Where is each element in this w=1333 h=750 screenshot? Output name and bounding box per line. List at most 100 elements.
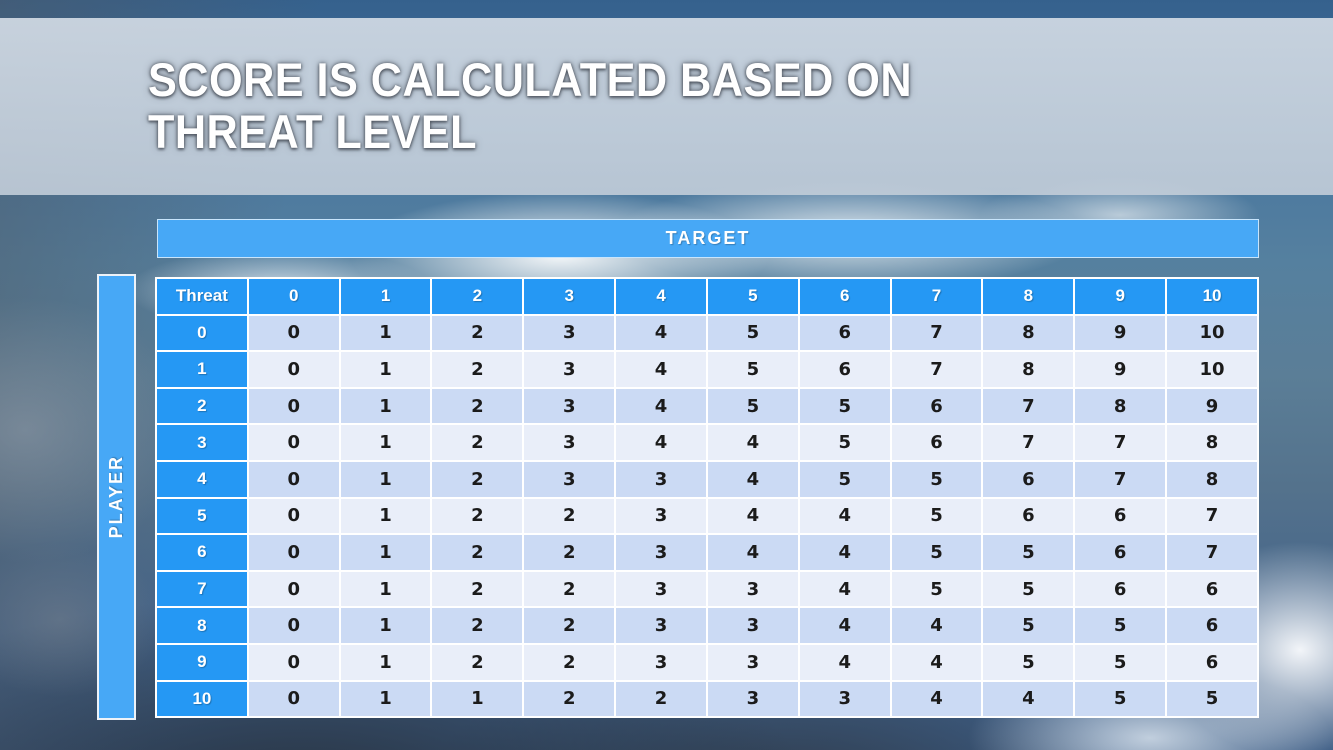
score-cell: 3 [707,571,798,607]
score-cell: 5 [707,315,798,351]
column-header-0: 0 [248,279,339,314]
row-header-0: 0 [157,315,247,351]
score-cell: 3 [616,644,706,680]
score-cell: 2 [524,644,615,680]
row-header-6: 6 [157,535,247,570]
score-cell: 5 [891,461,982,497]
score-cell: 2 [432,644,523,680]
score-cell: 4 [891,681,982,717]
score-cell: 0 [248,681,339,717]
row-header-9: 9 [157,644,247,680]
score-cell: 5 [983,644,1074,680]
score-cell: 7 [1075,425,1166,460]
score-cell: 1 [340,681,431,717]
column-header-2: 2 [432,279,523,314]
score-cell: 2 [432,352,523,387]
score-cell: 3 [524,461,615,497]
score-cell: 3 [616,608,706,643]
score-cell: 6 [1167,644,1257,680]
score-cell: 1 [340,535,431,570]
score-cell: 10 [1167,352,1257,387]
score-cell: 2 [432,461,523,497]
score-cell: 9 [1075,352,1166,387]
score-cell: 4 [799,498,890,534]
title-banner: SCORE IS CALCULATED BASED ON THREAT LEVEL [0,18,1333,195]
score-cell: 0 [248,388,339,424]
score-cell: 2 [432,571,523,607]
score-cell: 3 [616,571,706,607]
row-header-1: 1 [157,352,247,387]
score-cell: 8 [1075,388,1166,424]
column-header-7: 7 [891,279,982,314]
score-cell: 7 [1167,535,1257,570]
column-header-3: 3 [524,279,615,314]
score-cell: 4 [616,315,706,351]
target-axis-banner: TARGET [157,219,1259,258]
score-cell: 4 [799,608,890,643]
score-cell: 6 [983,461,1074,497]
score-cell: 4 [799,571,890,607]
score-cell: 7 [891,315,982,351]
score-table-body: 0 0 1 2 3 4 5 6 7 8 9 10 1 0 1 2 3 4 5 6 7 8 9 10 2 0 1 2 3 4 5 5 6 7 8 9 3 0… [157,315,1257,717]
score-cell: 0 [248,498,339,534]
row-header-5: 5 [157,498,247,534]
score-cell: 5 [1075,608,1166,643]
score-cell: 6 [891,425,982,460]
score-cell: 3 [524,315,615,351]
slide-title-line-1: SCORE IS CALCULATED BASED ON [148,53,913,106]
score-cell: 6 [891,388,982,424]
score-cell: 3 [707,608,798,643]
score-cell: 9 [1167,388,1257,424]
score-cell: 10 [1167,315,1257,351]
player-axis-label: PLAYER [106,455,126,539]
score-cell: 0 [248,644,339,680]
score-cell: 3 [616,461,706,497]
score-cell: 1 [340,425,431,460]
column-header-row: Threat 0 1 2 3 4 5 6 7 8 9 10 [157,279,1257,314]
score-cell: 5 [983,535,1074,570]
score-cell: 4 [616,352,706,387]
column-header-1: 1 [340,279,431,314]
score-cell: 6 [799,352,890,387]
column-header-5: 5 [707,279,798,314]
score-cell: 6 [1075,498,1166,534]
score-cell: 5 [799,388,890,424]
score-cell: 2 [432,535,523,570]
score-cell: 1 [340,571,431,607]
corner-header-threat: Threat [157,279,247,314]
score-cell: 4 [799,644,890,680]
score-cell: 3 [524,388,615,424]
score-cell: 5 [983,571,1074,607]
score-cell: 5 [707,388,798,424]
column-header-8: 8 [983,279,1074,314]
score-cell: 6 [1075,571,1166,607]
score-cell: 3 [616,498,706,534]
score-cell: 0 [248,608,339,643]
score-cell: 0 [248,425,339,460]
score-cell: 5 [891,571,982,607]
score-cell: 3 [616,535,706,570]
score-cell: 0 [248,315,339,351]
score-cell: 4 [983,681,1074,717]
score-cell: 7 [983,388,1074,424]
score-cell: 5 [1075,681,1166,717]
score-cell: 5 [891,498,982,534]
score-cell: 2 [524,571,615,607]
row-header-10: 10 [157,681,247,717]
score-cell: 3 [799,681,890,717]
score-cell: 2 [524,498,615,534]
column-header-10: 10 [1167,279,1257,314]
score-cell: 5 [799,425,890,460]
row-header-4: 4 [157,461,247,497]
score-cell: 2 [432,425,523,460]
score-cell: 5 [983,608,1074,643]
score-cell: 0 [248,571,339,607]
score-cell: 1 [340,352,431,387]
